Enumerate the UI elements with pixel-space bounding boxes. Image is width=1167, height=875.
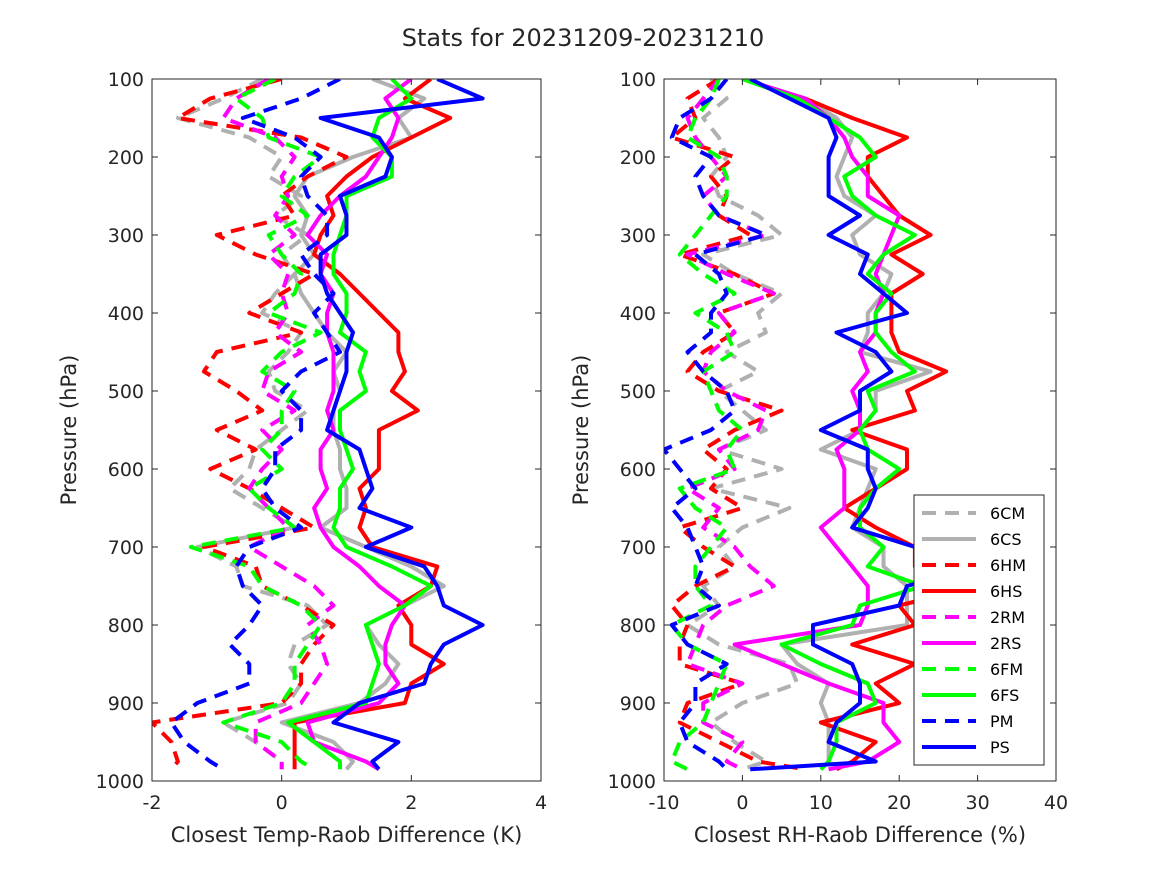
series-line-6hs <box>292 79 453 770</box>
x-tick-label: 2 <box>405 792 417 814</box>
y-tick-label: 800 <box>620 615 656 637</box>
series-line-6fs <box>286 79 433 770</box>
y-axis-label: Pressure (hPa) <box>57 355 81 506</box>
y-tick-label: 100 <box>620 69 656 91</box>
legend-label-2rm: 2RM <box>990 608 1025 627</box>
x-tick-label: 20 <box>887 792 911 814</box>
axes-frame <box>151 78 542 782</box>
legend-box <box>913 494 1045 766</box>
series-line-pm <box>169 79 342 772</box>
legend-label-6fs: 6FS <box>990 686 1019 705</box>
y-tick-label: 600 <box>620 459 656 481</box>
y-tick-label: 900 <box>620 693 656 715</box>
y-tick-label: 800 <box>108 615 144 637</box>
series-group <box>664 79 980 772</box>
x-tick-label: -2 <box>143 792 162 814</box>
x-tick-label: 4 <box>535 792 547 814</box>
legend-label-6fm: 6FM <box>990 660 1023 679</box>
temp-difference-panel: -2 0 2 4 100 200 300 400 500 600 700 800 900 1000 Clos… <box>57 69 547 847</box>
x-tick-label: -10 <box>648 792 679 814</box>
legend-label-6cs: 6CS <box>990 530 1022 549</box>
series-line-6cm <box>175 79 330 770</box>
y-tick-label: 100 <box>108 69 144 91</box>
y-tick-label: 1000 <box>96 771 144 793</box>
legend-label-pm: PM <box>990 712 1013 731</box>
legend-label-6cm: 6CM <box>990 504 1025 523</box>
y-tick-label: 200 <box>108 147 144 169</box>
y-tick-label: 200 <box>620 147 656 169</box>
series-line-2rm <box>221 79 336 770</box>
x-axis-label: Closest RH-Raob Difference (%) <box>694 823 1026 847</box>
legend-label-2rs: 2RS <box>990 634 1021 653</box>
y-tick-label: 500 <box>620 381 656 403</box>
series-line-6fs <box>741 79 925 771</box>
y-tick-label: 700 <box>620 537 656 559</box>
y-tick-label: 700 <box>108 537 144 559</box>
x-tick-label: 30 <box>966 792 990 814</box>
y-tick-label: 500 <box>108 381 144 403</box>
axes-frame <box>663 78 1057 782</box>
legend-label-6hs: 6HS <box>990 582 1022 601</box>
x-tick-label: 0 <box>276 792 288 814</box>
y-axis-label: Pressure (hPa) <box>569 355 593 506</box>
series-line-6fm <box>669 79 745 772</box>
series-line-ps <box>749 79 980 772</box>
y-tick-label: 600 <box>108 459 144 481</box>
x-tick-label: 40 <box>1044 792 1068 814</box>
y-tick-label: 300 <box>108 225 144 247</box>
y-tick-label: 900 <box>108 693 144 715</box>
legend-label-ps: PS <box>990 738 1010 757</box>
y-tick-label: 1000 <box>608 771 656 793</box>
figure-title: Stats for 20231209-20231210 <box>402 24 765 52</box>
series-line-pm <box>664 79 768 771</box>
rh-difference-panel: -10 0 10 20 30 40 100 200 300 400 500 600 700 800 900 1… <box>569 69 1068 847</box>
series-group <box>152 79 485 772</box>
series-line-6hm <box>152 79 349 771</box>
series-line-6cm <box>685 79 800 772</box>
series-line-ps <box>318 79 485 771</box>
y-tick-label: 400 <box>108 303 144 325</box>
legend: 6CM 6CS 6HM 6HS 2RM 2RS 6FM 6FS PM PS <box>913 494 1045 766</box>
series-line-6fm <box>188 79 323 772</box>
x-tick-label: 0 <box>736 792 748 814</box>
y-tick-label: 400 <box>620 303 656 325</box>
x-tick-label: 10 <box>809 792 833 814</box>
y-tick-label: 300 <box>620 225 656 247</box>
legend-label-6hm: 6HM <box>990 556 1026 575</box>
x-axis-label: Closest Temp-Raob Difference (K) <box>171 823 523 847</box>
